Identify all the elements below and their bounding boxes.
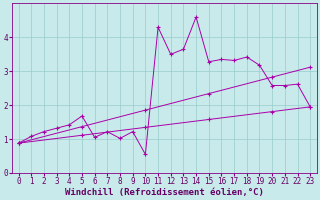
X-axis label: Windchill (Refroidissement éolien,°C): Windchill (Refroidissement éolien,°C) — [65, 188, 264, 197]
